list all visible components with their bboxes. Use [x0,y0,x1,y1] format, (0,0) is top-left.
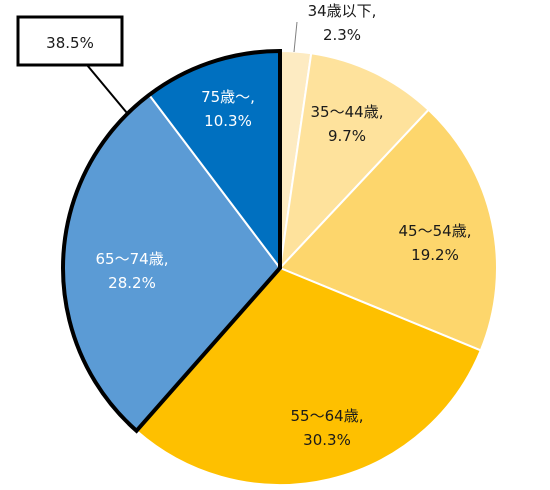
callout-leader-line [86,64,128,114]
pie-slice-35～44歳 [278,52,430,272]
slice-label-65～74歳: 65～74歳, 28.2% [96,250,169,292]
slice-label-75歳～: 75歳～, 10.3% [201,88,255,130]
slice-label-34歳以下: 34歳以下, 2.3% [308,2,377,44]
pie-slice-55～64歳 [135,266,483,486]
callout: 38.5% [16,15,128,114]
slice-label-45～54歳: 45～54歳, 19.2% [399,222,472,264]
callout-box [16,15,124,67]
leader-line-34-and-under [293,21,298,53]
highlight-outline [61,48,282,434]
slice-label-55～64歳: 55～64歳, 30.3% [291,407,364,449]
callout-value: 38.5% [46,34,94,52]
slice-label-35～44歳: 35～44歳, 9.7% [311,103,384,145]
highlight-outline-path [61,48,282,434]
slice-labels: 34歳以下, 2.3% 35～44歳, 9.7% 45～54歳, 19.2% 55～64歳,… [96,2,472,449]
